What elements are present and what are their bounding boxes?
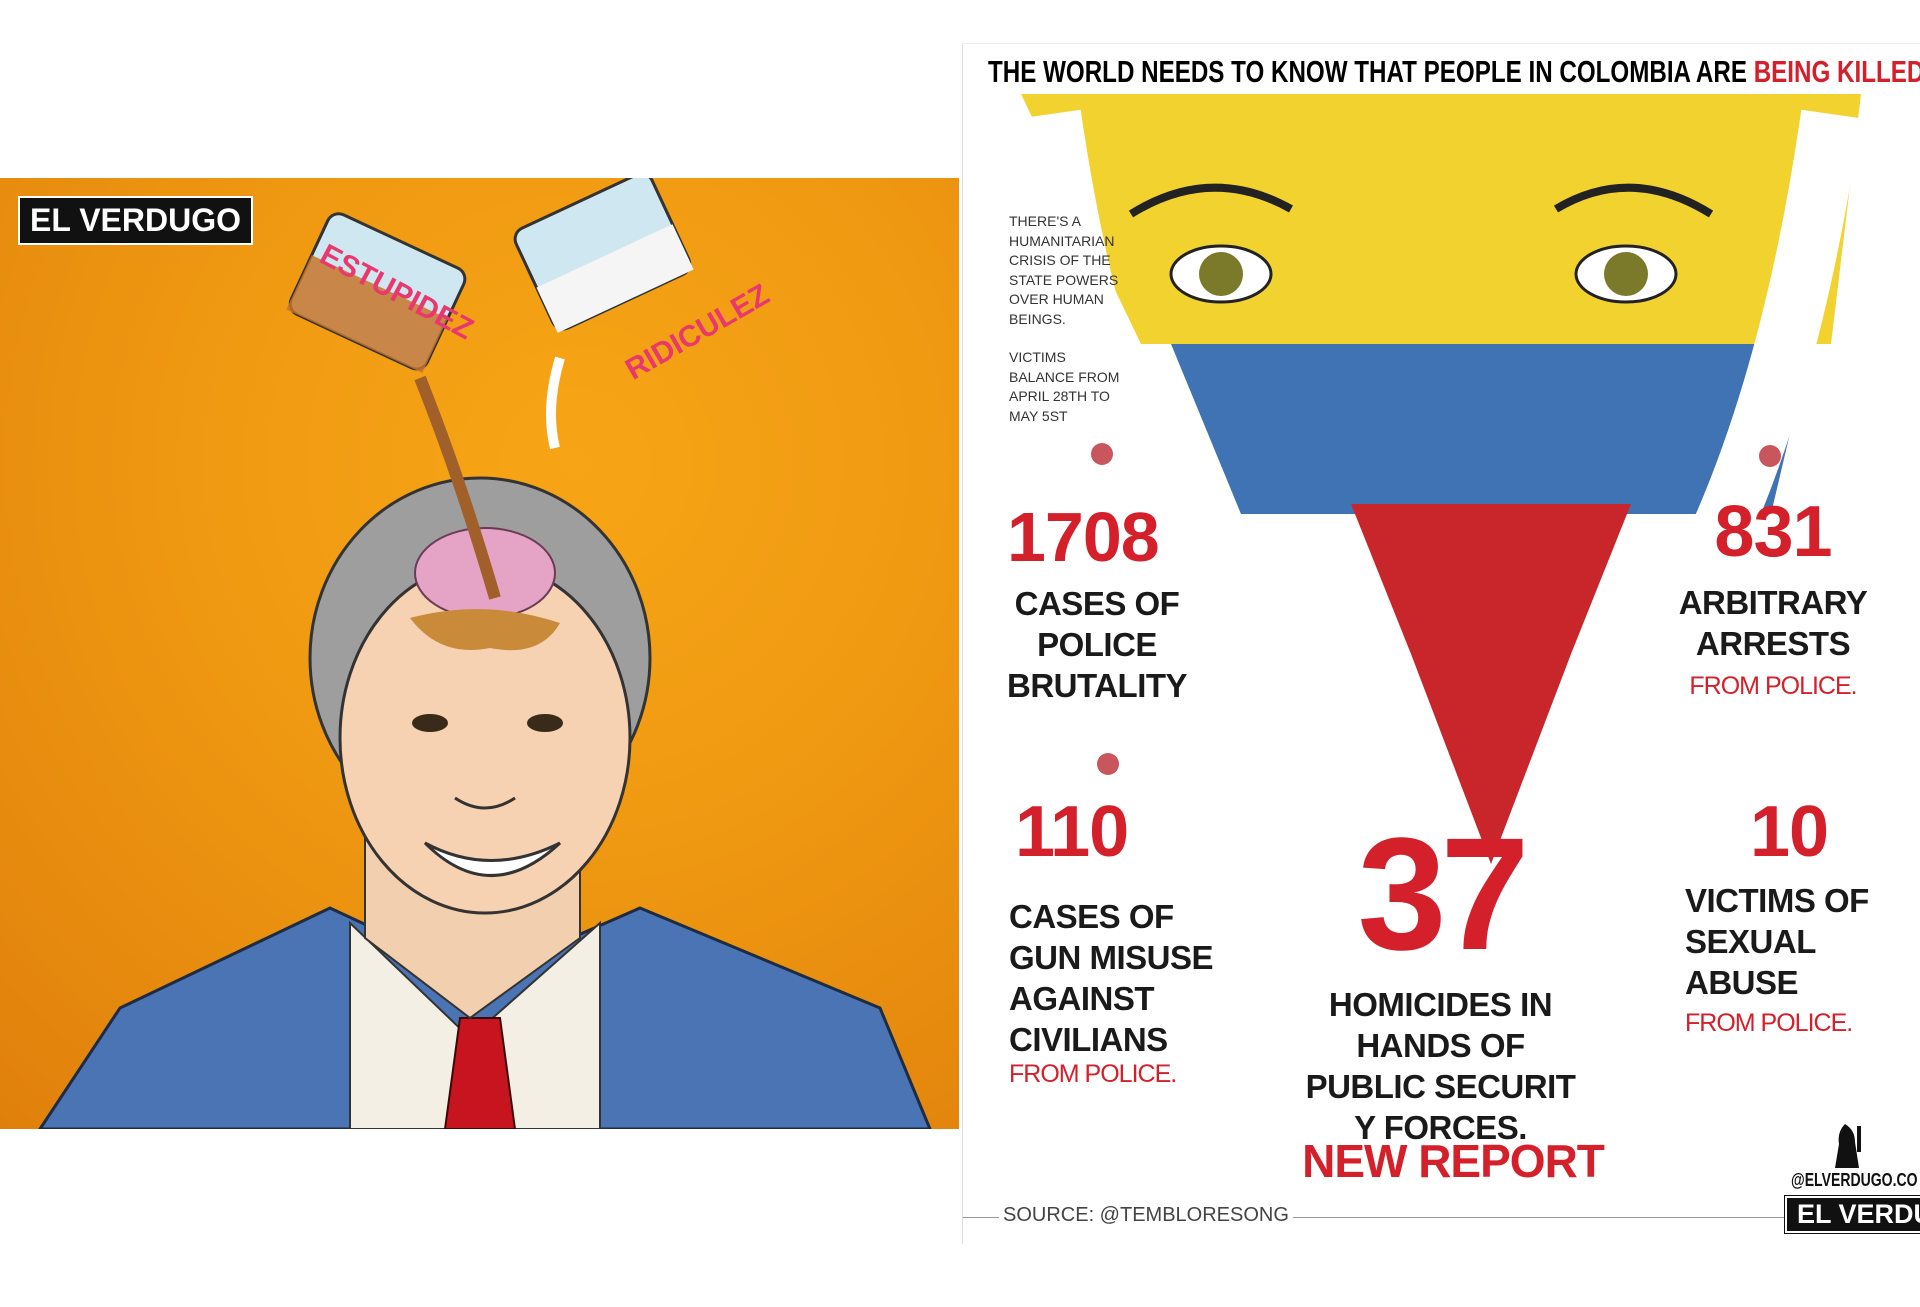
stat-label: POLICE — [1037, 626, 1157, 663]
headline-text: THE WORLD NEEDS TO KNOW THAT PEOPLE IN C… — [988, 54, 1747, 89]
stat-value: 1708 — [1007, 498, 1160, 576]
stat-suffix: FROM POLICE. — [1689, 672, 1857, 700]
headline-highlight: BEING KILLED BY POLICE. — [1753, 54, 1920, 89]
footer-divider — [963, 1217, 1920, 1218]
stat-homicides: 37 HOMICIDES IN HANDS OF PUBLIC SECURIT … — [1303, 814, 1578, 1148]
stat-label: CASES OF — [1009, 898, 1174, 935]
brand-badge: EL VERDUGO — [1783, 1195, 1920, 1234]
bullet-dot — [1097, 753, 1119, 775]
period-line: BALANCE FROM — [1009, 368, 1120, 385]
infographic-panel: THE WORLD NEEDS TO KNOW THAT PEOPLE IN C… — [962, 43, 1920, 1244]
brand-badge: EL VERDUGO — [18, 196, 253, 245]
intro-line: OVER HUMAN — [1009, 291, 1104, 307]
stat-label: SEXUAL — [1685, 923, 1816, 960]
intro-text: THERE'S A HUMANITARIAN CRISIS OF THE STA… — [1009, 212, 1119, 426]
stat-suffix: FROM POLICE. — [1009, 1060, 1177, 1088]
stat-label: AGAINST — [1009, 980, 1155, 1017]
stat-label: HANDS OF — [1356, 1027, 1525, 1064]
stat-label: CIVILIANS — [1009, 1021, 1168, 1058]
stat-suffix: FROM POLICE. — [1685, 1009, 1853, 1037]
period-line: MAY 5ST — [1009, 407, 1068, 424]
stat-gun-misuse: 110 CASES OF GUN MISUSE AGAINST CIVILIAN… — [1009, 794, 1249, 1089]
source-credit: SOURCE: @TEMBLORESONG — [999, 1204, 1293, 1227]
stat-label: GUN MISUSE — [1009, 939, 1214, 976]
stat-label: ARBITRARY — [1678, 584, 1868, 621]
period-line: APRIL 28TH TO — [1009, 388, 1110, 404]
intro-line: HUMANITARIAN — [1009, 232, 1115, 249]
cartoon-illustration — [38, 178, 932, 1129]
headline: THE WORLD NEEDS TO KNOW THAT PEOPLE IN C… — [988, 54, 1920, 90]
stat-label: CASES OF — [1014, 585, 1180, 622]
intro-line: STATE POWERS — [1009, 271, 1119, 288]
stat-label: ARRESTS — [1695, 625, 1851, 662]
stat-arbitrary-arrests: 831 ARBITRARY ARRESTS FROM POLICE. — [1673, 494, 1873, 701]
stat-label: Y FORCES. — [1354, 1109, 1527, 1146]
stat-label: BRUTALITY — [1007, 667, 1188, 704]
stat-police-brutality: 1708 CASES OF POLICE BRUTALITY — [1007, 498, 1188, 706]
intro-line: THERE'S A — [1009, 213, 1081, 229]
stat-value: 110 — [1015, 792, 1129, 872]
stat-value: 10 — [1750, 792, 1829, 872]
stat-label: ABUSE — [1685, 964, 1799, 1001]
bullet-dot — [1759, 445, 1781, 467]
intro-line: BEINGS. — [1009, 310, 1066, 327]
executioner-logo-icon — [1835, 1124, 1861, 1168]
period-line: VICTIMS — [1009, 349, 1066, 365]
new-report-title: NEW REPORT — [1302, 1135, 1605, 1187]
flag-face-illustration — [1021, 94, 1861, 864]
intro-line: CRISIS OF THE — [1009, 252, 1111, 268]
stat-label: PUBLIC SECURIT — [1305, 1068, 1576, 1105]
stat-label: VICTIMS OF — [1685, 882, 1869, 919]
stat-sexual-abuse: 10 VICTIMS OF SEXUAL ABUSE FROM POLICE. — [1685, 794, 1885, 1038]
stat-value: 37 — [1357, 804, 1530, 983]
cartoon-panel: EL VERDUGO ESTUPIDEZ RIDICULEZ — [0, 178, 959, 1129]
stat-value: 831 — [1714, 492, 1832, 572]
stat-label: HOMICIDES IN — [1328, 986, 1553, 1023]
bullet-dot — [1091, 443, 1113, 465]
social-handle: @ELVERDUGO.CO — [1791, 1170, 1918, 1190]
